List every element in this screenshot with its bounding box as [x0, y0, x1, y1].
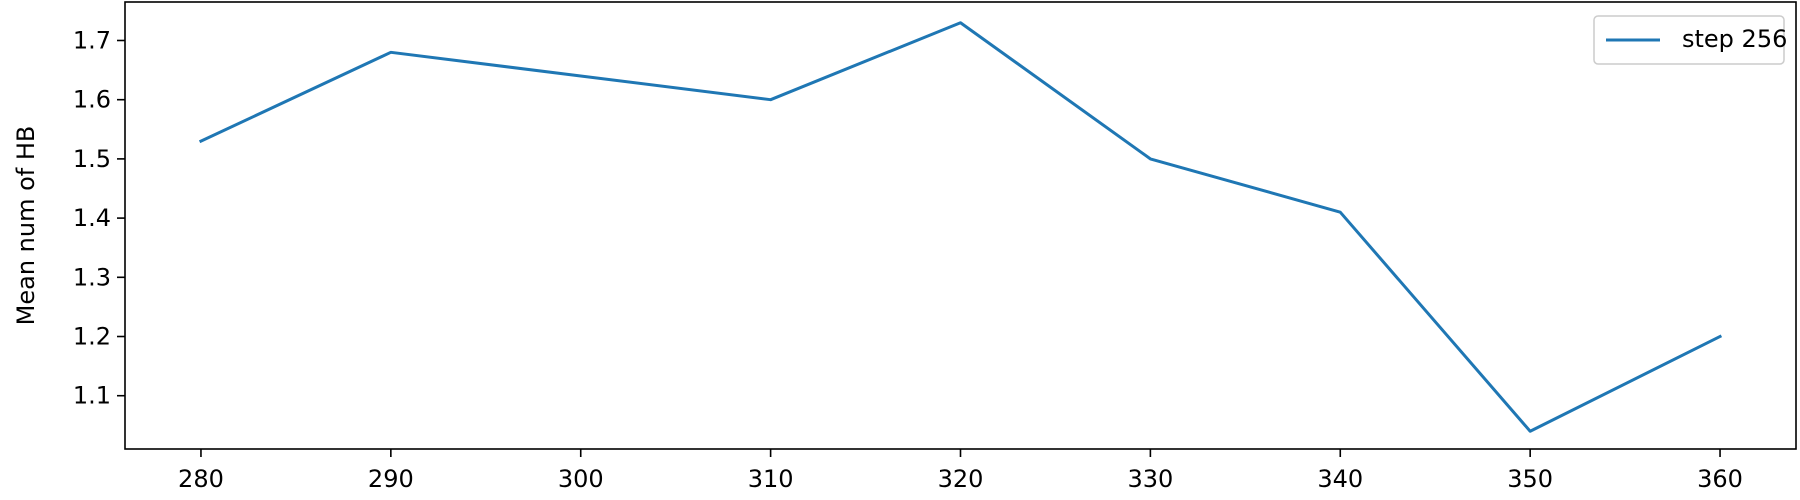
x-axis-ticks: 280 290 300 310 320 330 340 350 360: [178, 449, 1743, 493]
y-axis-ticks: 1.1 1.2 1.3 1.4 1.5 1.6 1.7: [73, 26, 125, 410]
y-tick-label: 1.7: [73, 26, 111, 54]
y-tick-label: 1.2: [73, 323, 111, 351]
x-tick-label: 340: [1317, 465, 1363, 493]
series-group: [198, 21, 1723, 433]
y-tick-label: 1.6: [73, 86, 111, 114]
x-tick-label: 280: [178, 465, 224, 493]
y-axis-label: Mean num of HB: [12, 126, 40, 326]
x-tick-label: 320: [938, 465, 984, 493]
x-tick-label: 290: [368, 465, 414, 493]
legend-box: [1593, 15, 1785, 65]
y-tick-label: 1.1: [73, 382, 111, 410]
y-tick-label: 1.4: [73, 204, 111, 232]
x-tick-label: 360: [1697, 465, 1743, 493]
plot-frame: [124, 1, 1797, 450]
legend-label-series-0: step 256: [1682, 25, 1787, 53]
series-line-0: [198, 21, 1723, 433]
y-tick-label: 1.5: [73, 145, 111, 173]
x-tick-label: 300: [558, 465, 604, 493]
x-tick-label: 310: [748, 465, 794, 493]
x-tick-label: 350: [1507, 465, 1553, 493]
legend: step 256: [1593, 15, 1787, 65]
y-tick-label: 1.3: [73, 263, 111, 291]
x-tick-label: 330: [1127, 465, 1173, 493]
